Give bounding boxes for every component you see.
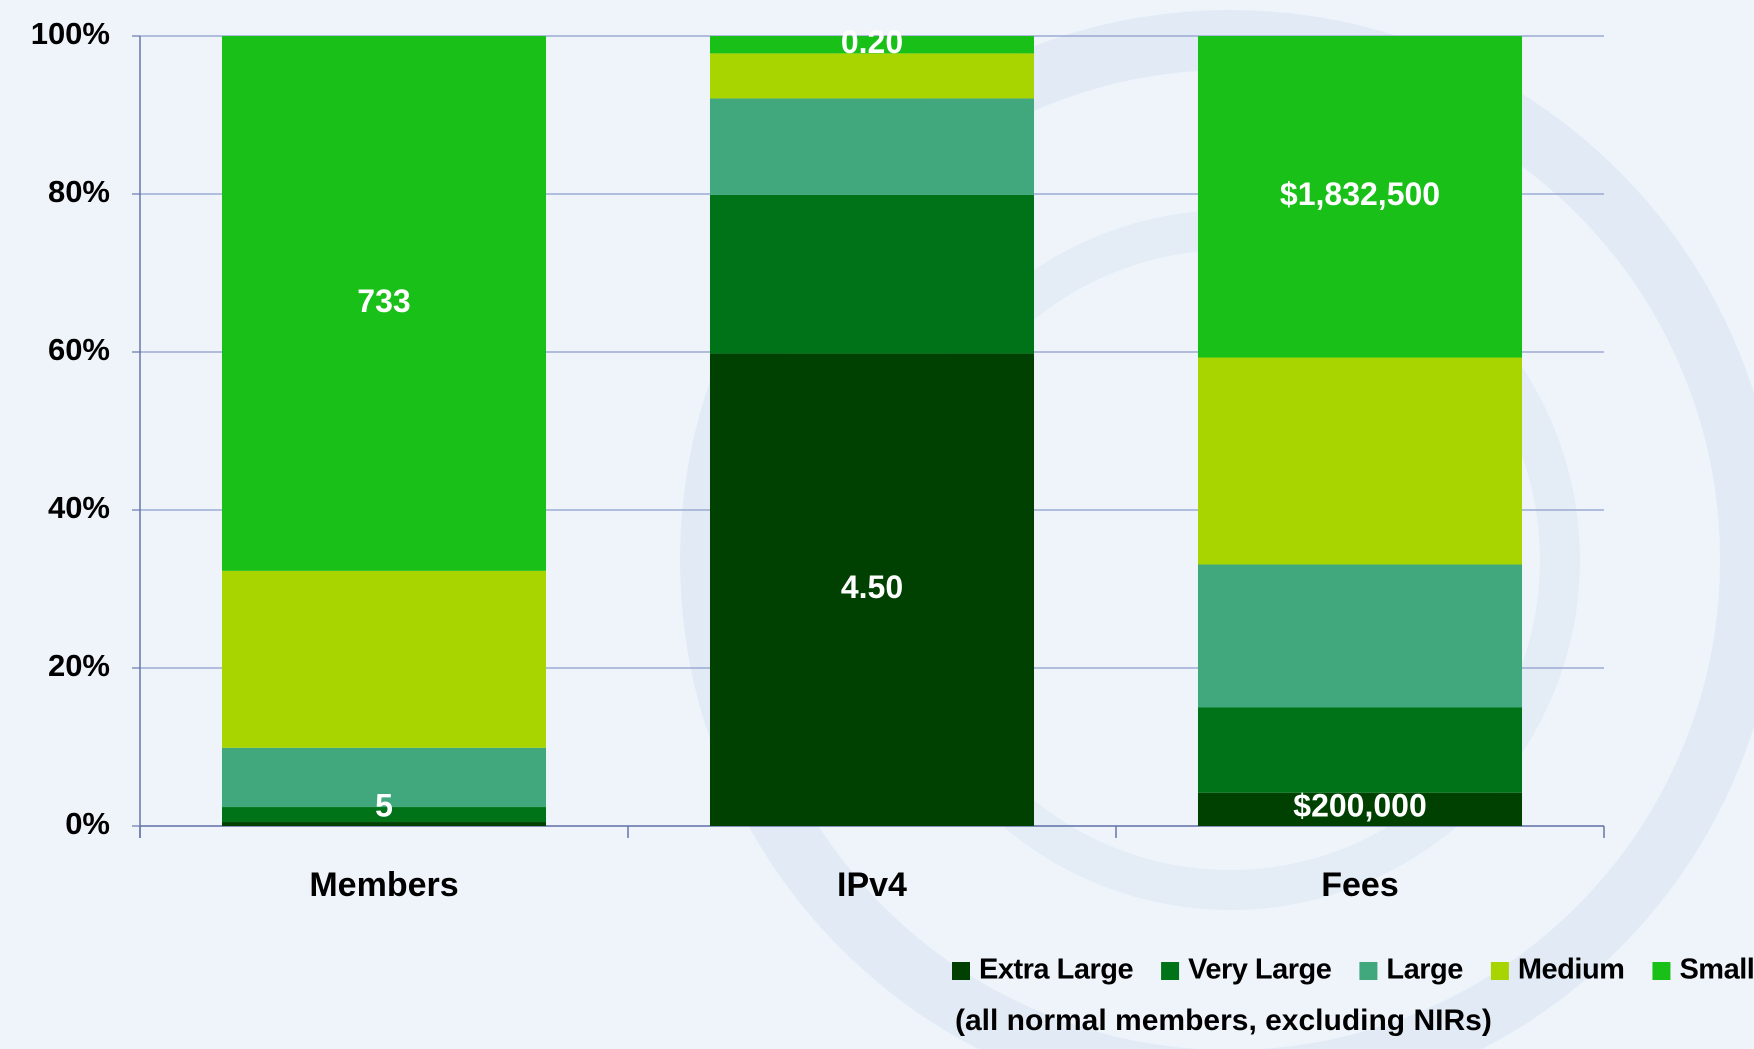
bar-segment xyxy=(709,53,1035,99)
data-label: 5 xyxy=(375,787,393,823)
bar-segment xyxy=(1197,707,1523,793)
legend-swatch xyxy=(1652,962,1671,980)
bar-segment xyxy=(221,822,547,826)
bar-segment xyxy=(221,36,547,571)
legend-label: Extra Large xyxy=(979,954,1133,986)
x-tick-label: Fees xyxy=(1321,866,1399,904)
data-label: 733 xyxy=(357,283,410,319)
x-tick-label: Members xyxy=(309,866,458,904)
data-label: 4.50 xyxy=(841,569,903,605)
data-label: $200,000 xyxy=(1293,787,1426,823)
y-tick-label: 0% xyxy=(65,806,110,841)
data-label: 0.20 xyxy=(841,24,903,60)
x-tick-label: IPv4 xyxy=(837,866,907,904)
bar-segment xyxy=(221,747,547,808)
note: (all normal members, excluding NIRs) xyxy=(955,1004,1492,1037)
legend-swatch xyxy=(1161,962,1180,980)
y-tick-label: 80% xyxy=(48,174,110,209)
legend-label: Very Large xyxy=(1188,954,1332,986)
y-tick-label: 20% xyxy=(48,648,110,683)
legend-swatch xyxy=(952,962,970,980)
data-label: $1,832,500 xyxy=(1280,176,1440,212)
legend-swatch xyxy=(1359,962,1378,980)
y-tick-label: 60% xyxy=(48,332,110,367)
bar-segment xyxy=(709,194,1035,354)
bar-segment xyxy=(1197,564,1523,708)
bar-segment xyxy=(709,98,1035,195)
bar-segment xyxy=(709,36,1035,54)
bar-segment xyxy=(1197,357,1523,565)
bar-segment xyxy=(1197,36,1523,358)
legend-swatch xyxy=(1490,962,1509,980)
legend-label: Small xyxy=(1679,954,1754,986)
y-tick-label: 40% xyxy=(48,490,110,525)
legend-label: Medium xyxy=(1518,954,1625,986)
bar-segment xyxy=(1197,792,1523,826)
bar-segment xyxy=(221,807,547,823)
legend-label: Large xyxy=(1386,954,1463,986)
y-tick-label: 100% xyxy=(31,16,110,51)
bar-segment xyxy=(709,353,1035,826)
bar-segment xyxy=(221,570,547,748)
